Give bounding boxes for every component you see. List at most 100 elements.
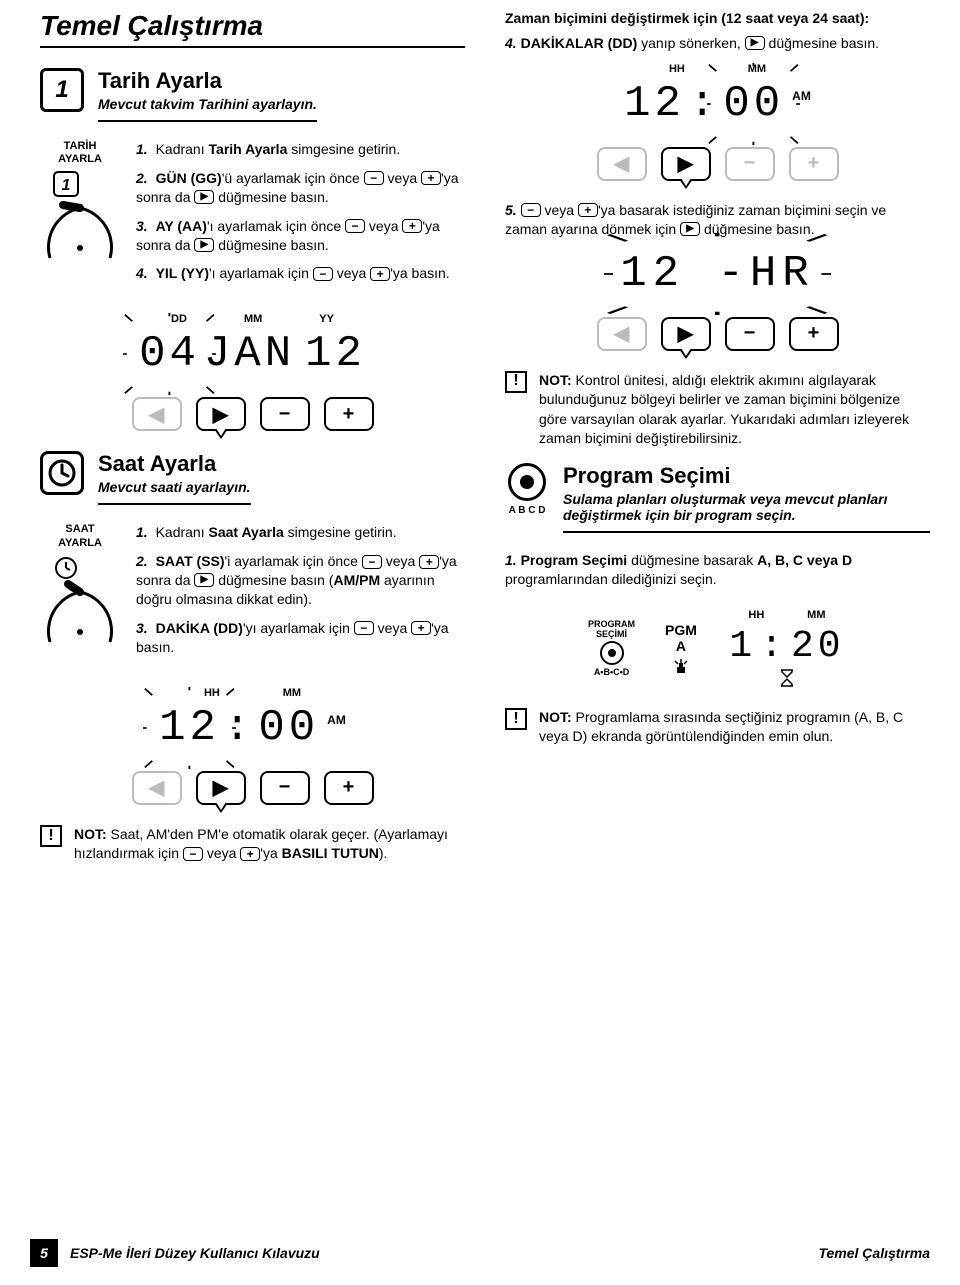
minus-icon: − [364,171,384,185]
section-time-subtitle: Mevcut saati ayarlayın. [98,479,251,505]
right-button[interactable]: ▶ [661,317,711,351]
step-num: 1. [136,141,148,157]
note-format: ! NOT: Kontrol ünitesi, aldığı elektrik … [505,371,930,449]
t: veya [374,620,411,636]
note-ampm: ! NOT: Saat, AM'den PM'e otomatik olarak… [40,825,465,864]
program-steps: 1. Program Seçimi düğmesine basarak A, B… [505,551,930,589]
plus-button[interactable]: + [324,397,374,431]
lcd-label-dd: DD [171,313,187,325]
t: veya [384,170,421,186]
colon: : [760,625,787,668]
left-button[interactable]: ◀ [597,317,647,351]
plus-button[interactable]: + [789,317,839,351]
t: A, B, C veya D [757,552,852,568]
left-button[interactable]: ◀ [132,397,182,431]
t: düğmesine basın ( [214,572,333,588]
date-steps: 1. Kadranı Tarih Ayarla simgesine getiri… [136,140,465,293]
lcd-label-mm: MM [807,609,825,621]
alert-icon: ! [505,371,527,393]
dial-time-label: SAAT AYARLA [58,523,102,549]
minus-button[interactable]: − [260,771,310,805]
right-arrow-icon: ▶ [680,222,700,236]
right-button[interactable]: ▶ [196,397,246,431]
page-footer: 5 ESP-Me İleri Düzey Kullanıcı Kılavuzu … [30,1239,930,1267]
lcd-mm: 00 [258,703,319,753]
t: düğmesine basın. [214,237,328,253]
minus-button[interactable]: − [725,317,775,351]
step-num: 1. [136,524,148,540]
right-button[interactable]: ▶ [661,147,711,181]
time-display: HH MM 12 : 00 AM ◀ ▶ − + [40,687,465,805]
t: SAAT (SS) [156,553,225,569]
minus-icon: − [345,219,365,233]
svg-text:1: 1 [62,177,71,194]
colon: : [689,79,719,129]
t: düğmesine basın. [765,35,879,51]
section-date-header: 1 Tarih Ayarla Mevcut takvim Tarihini ay… [40,68,465,122]
lcd-hh: 12 [159,703,220,753]
lcd-ampm: AM [327,713,346,727]
format-steps-2: 5. − veya +'ya basarak istediğiniz zaman… [505,201,930,239]
t: AM/PM [333,572,380,588]
lcd-label-yy: YY [319,313,334,325]
plus-button[interactable]: + [789,147,839,181]
plus-icon: + [419,555,439,569]
right-button[interactable]: ▶ [196,771,246,805]
section-time-header: Saat Ayarla Mevcut saati ayarlayın. [40,451,465,505]
plus-icon: + [240,847,260,861]
t: veya [333,265,370,281]
note-label: NOT: [539,709,572,725]
lcd-mm: JAN [204,329,295,379]
t: Tarih Ayarla [209,141,288,157]
section-date-subtitle: Mevcut takvim Tarihini ayarlayın. [98,96,317,122]
title-rule [40,46,465,48]
minus-button[interactable]: − [725,147,775,181]
dial-icon: 1 [40,170,120,260]
sprinkler-icon [671,655,691,675]
page-number: 5 [30,1239,58,1267]
lcd-label-mm: MM [244,313,262,325]
step-num: 1. [505,552,517,568]
time-steps: 1. Kadranı Saat Ayarla simgesine getirin… [136,523,465,666]
lcd-hh: 1 [729,625,756,668]
page-title: Temel Çalıştırma [40,10,465,42]
section-date-title: Tarih Ayarla [98,68,317,94]
plus-icon: + [402,219,422,233]
lcd-ampm: AM [792,89,811,103]
dial-date-label: TARİH AYARLA [58,140,102,166]
plus-icon: + [421,171,441,185]
t: veya [541,202,578,218]
t: 'ı ayarlamak için [209,265,313,281]
lcd-label-hh: HH [748,609,764,621]
left-button[interactable]: ◀ [597,147,647,181]
minus-button[interactable]: − [260,397,310,431]
t: Kadranı [156,141,209,157]
footer-section-title: Temel Çalıştırma [818,1245,930,1261]
step-num: 5. [505,202,517,218]
plus-button[interactable]: + [324,771,374,805]
left-button[interactable]: ◀ [132,771,182,805]
step-num: 2. [136,553,148,569]
t: Saat Ayarla [209,524,284,540]
t: yanıp sönerken, [637,35,744,51]
format-steps-1: 4. DAKİKALAR (DD) yanıp sönerken, ▶ düğm… [505,34,930,53]
t: DAKİKALAR (DD) [521,35,638,51]
t: Kadranı [156,524,209,540]
format-intro: Zaman biçimini değiştirmek için (12 saat… [505,10,930,26]
t: YIL (YY) [156,265,209,281]
t: GÜN (GG) [156,170,222,186]
step-num: 2. [136,170,148,186]
plus-icon: + [578,203,598,217]
t: ). [379,845,388,861]
t: programlarından dilediğinizi seçin. [505,571,717,587]
dial-icon [40,554,120,644]
t: DAKİKA (DD) [156,620,243,636]
right-arrow-icon: ▶ [745,36,765,50]
step-num: 4. [505,35,517,51]
lcd-format: 12 -HR [620,249,814,299]
t: simgesine getirin. [284,524,397,540]
alert-icon: ! [40,825,62,847]
t: 'ı ayarlamak için önce [207,218,345,234]
pgm-label: PGM A [665,622,697,656]
t: AY (AA) [156,218,207,234]
